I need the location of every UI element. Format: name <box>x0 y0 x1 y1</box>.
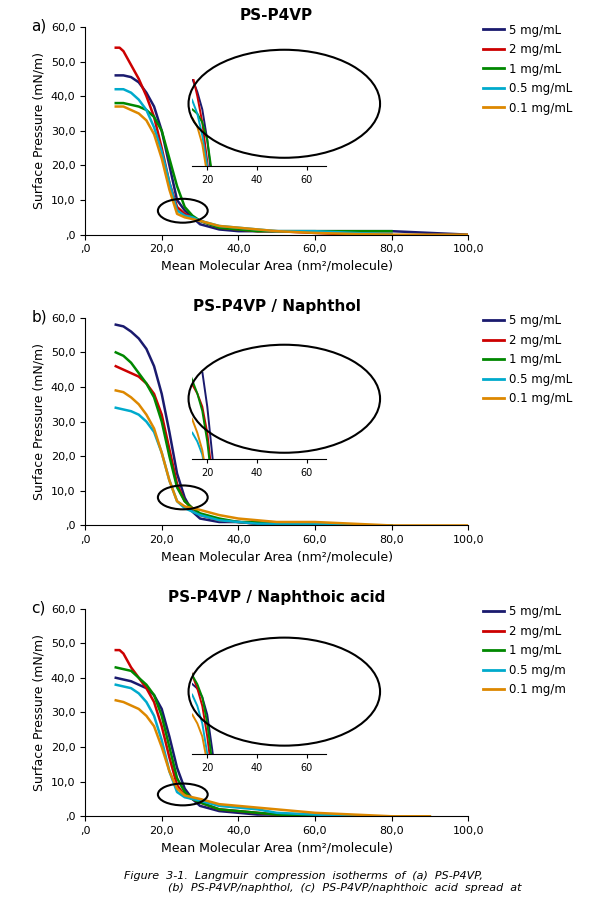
Text: a): a) <box>32 19 47 33</box>
Y-axis label: Surface Pressure (mN/m): Surface Pressure (mN/m) <box>32 634 45 791</box>
X-axis label: Mean Molecular Area (nm²/molecule): Mean Molecular Area (nm²/molecule) <box>161 551 393 563</box>
Y-axis label: Surface Pressure (mN/m): Surface Pressure (mN/m) <box>32 343 45 501</box>
Title: PS-P4VP: PS-P4VP <box>240 8 313 23</box>
X-axis label: Mean Molecular Area (nm²/molecule): Mean Molecular Area (nm²/molecule) <box>161 260 393 273</box>
Title: PS-P4VP / Naphthol: PS-P4VP / Naphthol <box>193 299 361 314</box>
Legend: 5 mg/mL, 2 mg/mL, 1 mg/mL, 0.5 mg/mL, 0.1 mg/mL: 5 mg/mL, 2 mg/mL, 1 mg/mL, 0.5 mg/mL, 0.… <box>482 22 573 116</box>
Legend: 5 mg/mL, 2 mg/mL, 1 mg/mL, 0.5 mg/mL, 0.1 mg/mL: 5 mg/mL, 2 mg/mL, 1 mg/mL, 0.5 mg/mL, 0.… <box>482 313 573 406</box>
Text: Figure  3-1.  Langmuir  compression  isotherms  of  (a)  PS-P4VP,
              : Figure 3-1. Langmuir compression isother… <box>83 871 525 893</box>
Legend: 5 mg/mL, 2 mg/mL, 1 mg/mL, 0.5 mg/m, 0.1 mg/m: 5 mg/mL, 2 mg/mL, 1 mg/mL, 0.5 mg/m, 0.1… <box>482 604 567 697</box>
Text: c): c) <box>32 600 46 615</box>
Title: PS-P4VP / Naphthoic acid: PS-P4VP / Naphthoic acid <box>168 589 385 605</box>
Y-axis label: Surface Pressure (mN/m): Surface Pressure (mN/m) <box>32 52 45 209</box>
Text: b): b) <box>32 309 47 325</box>
X-axis label: Mean Molecular Area (nm²/molecule): Mean Molecular Area (nm²/molecule) <box>161 841 393 855</box>
